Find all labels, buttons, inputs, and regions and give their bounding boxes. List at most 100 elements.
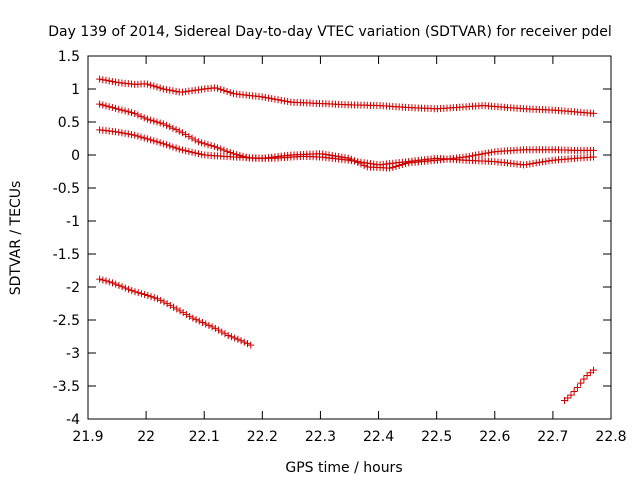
data-point <box>178 146 186 154</box>
data-point <box>185 148 193 156</box>
data-point <box>172 144 180 152</box>
data-point <box>205 321 213 329</box>
x-tick-label: 22.2 <box>247 429 278 445</box>
data-point <box>121 284 129 292</box>
data-point <box>472 151 480 159</box>
y-tick-label: -1.5 <box>53 247 80 263</box>
data-point <box>163 300 171 308</box>
data-point <box>243 340 251 348</box>
data-point <box>137 290 145 298</box>
data-point <box>128 287 136 295</box>
data-point <box>105 77 113 85</box>
data-point <box>532 159 540 167</box>
data-point <box>112 280 120 288</box>
data-point <box>175 145 183 153</box>
data-point <box>159 140 167 148</box>
data-point <box>166 142 174 150</box>
data-point <box>395 161 403 169</box>
data-point <box>115 105 123 113</box>
data-point <box>182 311 190 319</box>
y-tick-label: 1.5 <box>58 49 80 65</box>
data-point <box>159 85 167 93</box>
data-point <box>347 155 355 163</box>
data-point <box>224 331 232 339</box>
data-point <box>169 87 177 95</box>
x-tick-label: 22.3 <box>305 429 336 445</box>
data-point <box>176 307 184 315</box>
data-point <box>218 328 226 336</box>
data-point <box>204 141 212 149</box>
data-point <box>481 149 489 157</box>
data-point <box>169 143 177 151</box>
data-point <box>137 112 145 120</box>
data-point <box>328 152 336 160</box>
data-point <box>354 158 362 166</box>
data-point <box>185 132 193 140</box>
data-point <box>99 276 107 284</box>
data-point <box>188 148 196 156</box>
data-point <box>115 128 123 136</box>
data-point <box>140 134 148 142</box>
data-point <box>220 86 228 94</box>
data-point <box>147 81 155 89</box>
data-point <box>153 83 161 91</box>
data-point <box>166 301 174 309</box>
data-point <box>215 326 223 334</box>
y-axis-label: SDTVAR / TECUs <box>8 181 24 296</box>
data-point <box>147 136 155 144</box>
data-point <box>108 78 116 86</box>
data-point <box>163 86 171 94</box>
data-point <box>163 141 171 149</box>
data-point <box>570 388 578 395</box>
data-point <box>186 312 194 320</box>
y-tick-label: -2 <box>66 280 80 296</box>
data-point <box>402 160 410 168</box>
data-point <box>325 151 333 159</box>
data-point <box>166 123 174 131</box>
data-point <box>341 154 349 162</box>
data-point <box>99 76 107 84</box>
data-point <box>210 143 218 151</box>
data-point <box>108 104 116 112</box>
data-point <box>322 151 330 159</box>
y-axis: 1.5 1 0.5 0 -0.5 -1 -1.5 -2 -2.5 -3 -3.5 -4 <box>53 49 611 428</box>
data-point <box>147 293 155 301</box>
data-point <box>237 337 245 345</box>
data-point <box>234 335 242 343</box>
data-point <box>194 150 202 158</box>
data-point <box>127 109 135 117</box>
data-point <box>150 117 158 125</box>
data-point <box>179 309 187 317</box>
data-point <box>175 127 183 135</box>
data-point <box>124 130 132 138</box>
data-point <box>398 161 406 169</box>
data-point <box>573 384 581 392</box>
data-point <box>392 162 400 170</box>
x-tick-label: 22 <box>137 429 155 445</box>
y-tick-label: -0.5 <box>53 181 80 197</box>
x-tick-label: 21.9 <box>72 429 103 445</box>
data-point <box>156 84 164 92</box>
data-point <box>105 278 113 286</box>
y-tick-label: 1 <box>71 82 80 98</box>
y-tick-label: 0.5 <box>58 115 80 131</box>
x-tick-label: 22.6 <box>479 429 510 445</box>
data-point <box>590 109 598 117</box>
data-point <box>163 121 171 129</box>
y-tick-label: -3.5 <box>53 379 80 395</box>
data-point <box>198 139 206 147</box>
data-point <box>523 160 531 168</box>
data-point <box>189 314 197 322</box>
data-point <box>208 323 216 331</box>
data-point <box>140 114 148 122</box>
data-point <box>102 277 110 285</box>
data-point <box>156 119 164 127</box>
data-point <box>131 110 139 118</box>
series-upper <box>96 75 598 117</box>
data-point <box>214 144 222 152</box>
data-point <box>227 333 235 341</box>
data-point <box>118 106 126 114</box>
x-tick-label: 22.4 <box>363 429 394 445</box>
data-point <box>147 116 155 124</box>
